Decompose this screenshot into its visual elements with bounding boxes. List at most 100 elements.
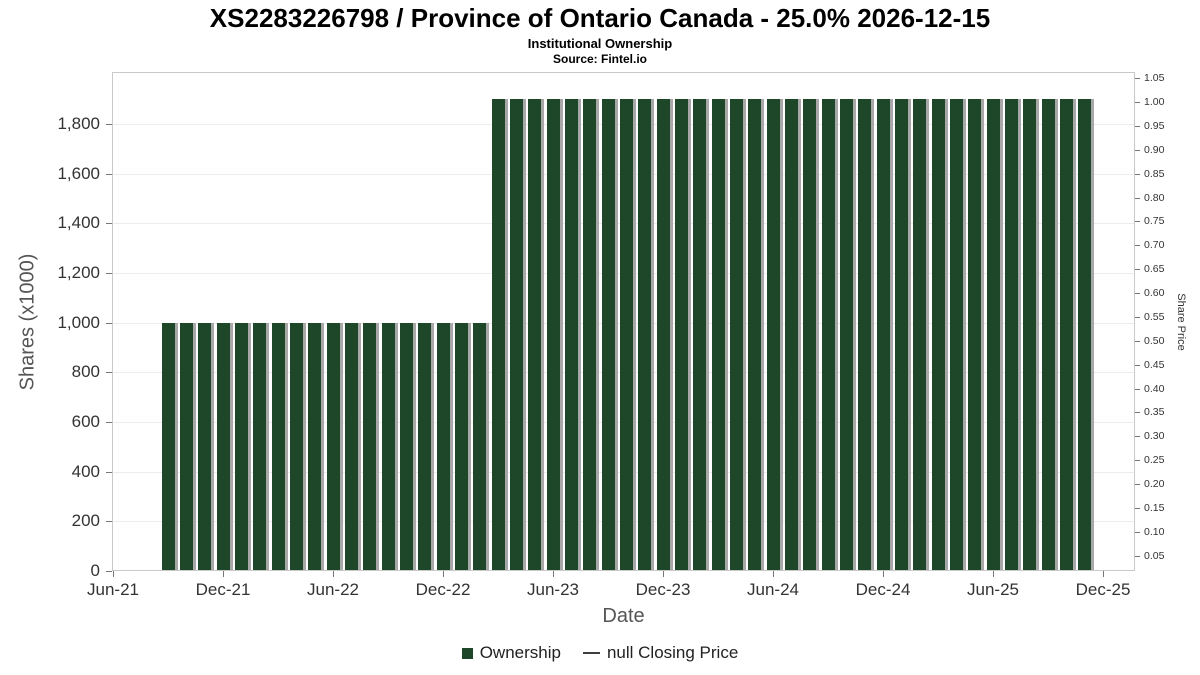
price-axis-tick-mark — [1135, 293, 1140, 295]
price-tick-label: 0.90 — [1144, 143, 1165, 156]
x-tick-label: Jun-23 — [527, 580, 579, 599]
ownership-bar[interactable] — [638, 99, 652, 570]
price-tick-label: 0.80 — [1144, 191, 1165, 204]
x-tick-label: Dec-22 — [415, 580, 471, 599]
chart-title: XS2283226798 / Province of Ontario Canad… — [209, 3, 991, 33]
ownership-bar[interactable] — [711, 99, 725, 570]
y-tick-label: 800 — [71, 362, 100, 382]
ownership-bar[interactable] — [949, 99, 963, 570]
y-axis-tick-mark — [106, 471, 112, 473]
price-tick-label: 0.75 — [1144, 215, 1165, 228]
ownership-bar[interactable] — [913, 99, 927, 570]
ownership-bar[interactable] — [1041, 99, 1055, 570]
x-axis-tick-mark — [113, 571, 114, 577]
ownership-bar[interactable] — [289, 322, 303, 570]
ownership-bar[interactable] — [436, 322, 450, 570]
x-axis-tick-mark — [993, 571, 994, 577]
ownership-bar[interactable] — [784, 99, 798, 570]
ownership-bar[interactable] — [858, 99, 872, 570]
ownership-bar[interactable] — [326, 322, 340, 570]
ownership-bar[interactable] — [876, 99, 890, 570]
ownership-bar[interactable] — [399, 322, 413, 570]
y-axis-tick-mark — [106, 272, 112, 274]
ownership-bar[interactable] — [1023, 99, 1037, 570]
x-axis-tick-mark — [223, 571, 224, 577]
ownership-bar[interactable] — [1059, 99, 1073, 570]
ownership-bar[interactable] — [161, 322, 175, 570]
legend-item-closing-price[interactable]: null Closing Price — [582, 643, 739, 663]
ownership-bar[interactable] — [473, 322, 487, 570]
ownership-bar[interactable] — [198, 322, 212, 570]
ownership-bar[interactable] — [656, 99, 670, 570]
ownership-bar[interactable] — [839, 99, 853, 570]
price-axis-tick-mark — [1135, 531, 1140, 533]
price-axis-tick-mark — [1135, 484, 1140, 486]
ownership-bar[interactable] — [766, 99, 780, 570]
price-tick-label: 0.95 — [1144, 119, 1165, 132]
x-tick-label: Jun-24 — [747, 580, 799, 599]
ownership-bar[interactable] — [179, 322, 193, 570]
ownership-bar[interactable] — [931, 99, 945, 570]
ownership-bar[interactable] — [564, 99, 578, 570]
price-tick-label: 0.45 — [1144, 358, 1165, 371]
ownership-bar[interactable] — [674, 99, 688, 570]
ownership-bar[interactable] — [381, 322, 395, 570]
price-axis-tick-mark — [1135, 364, 1140, 366]
ownership-bar[interactable] — [583, 99, 597, 570]
ownership-bar[interactable] — [509, 99, 523, 570]
closing-price-line-marker-icon — [582, 652, 600, 654]
ownership-bar[interactable] — [729, 99, 743, 570]
price-axis-tick-mark — [1135, 269, 1140, 271]
price-axis-tick-mark — [1135, 388, 1140, 390]
x-axis-tick-mark — [773, 571, 774, 577]
ownership-bar[interactable] — [619, 99, 633, 570]
price-axis-tick-mark — [1135, 197, 1140, 199]
ownership-bar[interactable] — [344, 322, 358, 570]
price-tick-label: 0.40 — [1144, 382, 1165, 395]
price-axis-tick-mark — [1135, 507, 1140, 509]
price-axis-tick-mark — [1135, 78, 1140, 80]
ownership-bar[interactable] — [271, 322, 285, 570]
ownership-bar[interactable] — [454, 322, 468, 570]
y-tick-label: 1,600 — [57, 163, 100, 183]
y-axis-tick-mark — [106, 521, 112, 523]
ownership-bar[interactable] — [803, 99, 817, 570]
ownership-bar[interactable] — [1004, 99, 1018, 570]
ownership-bar[interactable] — [546, 99, 560, 570]
ownership-bar[interactable] — [748, 99, 762, 570]
price-tick-label: 0.15 — [1144, 501, 1165, 514]
ownership-bar[interactable] — [491, 99, 505, 570]
price-tick-label: 0.60 — [1144, 287, 1165, 300]
legend-item-ownership[interactable]: Ownership — [461, 643, 561, 663]
ownership-bar[interactable] — [968, 99, 982, 570]
x-tick-label: Dec-21 — [195, 580, 251, 599]
y-axis-tick-mark — [106, 372, 112, 374]
ownership-bar[interactable] — [601, 99, 615, 570]
price-tick-label: 0.30 — [1144, 430, 1165, 443]
ownership-bar[interactable] — [234, 322, 248, 570]
ownership-bar[interactable] — [693, 99, 707, 570]
price-axis-tick-mark — [1135, 460, 1140, 462]
x-tick-label: Jun-22 — [307, 580, 359, 599]
y-tick-label: 0 — [90, 561, 100, 580]
price-axis-tick-mark — [1135, 340, 1140, 342]
price-tick-label: 0.20 — [1144, 478, 1165, 491]
ownership-bar[interactable] — [821, 99, 835, 570]
ownership-bar[interactable] — [986, 99, 1000, 570]
x-axis-tick-mark — [333, 571, 334, 577]
ownership-bar[interactable] — [528, 99, 542, 570]
price-tick-label: 0.85 — [1144, 167, 1165, 180]
ownership-bar[interactable] — [308, 322, 322, 570]
price-tick-label: 0.25 — [1144, 454, 1165, 467]
ownership-bar[interactable] — [363, 322, 377, 570]
x-tick-label: Jun-25 — [967, 580, 1019, 599]
price-axis-tick-mark — [1135, 555, 1140, 557]
ownership-bar[interactable] — [418, 322, 432, 570]
y-axis-label-right: Share Price — [1175, 293, 1187, 351]
legend-label-closing-price: null Closing Price — [606, 643, 739, 662]
ownership-bar[interactable] — [894, 99, 908, 570]
x-tick-label: Dec-25 — [1075, 580, 1131, 599]
ownership-bar[interactable] — [1078, 99, 1092, 570]
ownership-bar[interactable] — [253, 322, 267, 570]
ownership-bar[interactable] — [216, 322, 230, 570]
